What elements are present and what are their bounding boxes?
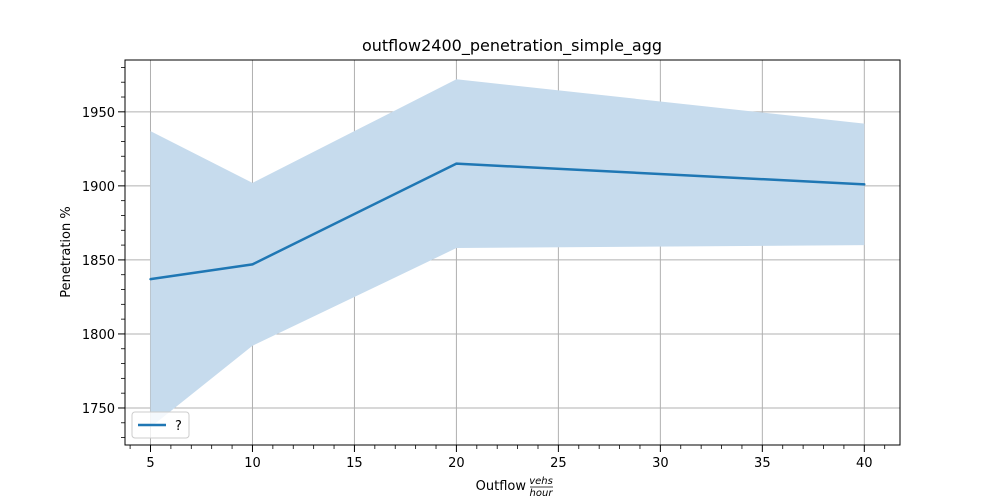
x-tick-label: 15: [346, 456, 363, 471]
x-tick-label: 40: [856, 456, 873, 471]
x-axis-unit-numerator: vehs: [529, 476, 553, 487]
y-tick-label: 1950: [82, 106, 115, 121]
legend-label: ?: [175, 419, 182, 434]
y-tick-label: 1850: [82, 254, 115, 269]
x-tick-label: 25: [550, 456, 567, 471]
x-tick-label: 30: [652, 456, 669, 471]
x-tick-label: 35: [754, 456, 771, 471]
chart-title: outflow2400_penetration_simple_agg: [362, 36, 662, 56]
x-tick-label: 5: [146, 456, 154, 471]
x-tick-label: 20: [448, 456, 465, 471]
data-point: [863, 183, 866, 186]
data-point: [455, 162, 458, 165]
x-axis-unit-denominator: hour: [530, 488, 554, 499]
series-line: [150, 162, 865, 281]
y-tick-label: 1900: [82, 180, 115, 195]
x-tick-label: 10: [244, 456, 261, 471]
legend: ?: [131, 411, 190, 439]
confidence-band: [150, 79, 865, 428]
y-tick-label: 1750: [82, 402, 115, 417]
data-point: [251, 263, 254, 266]
y-tick-label: 1800: [82, 328, 115, 343]
data-point: [149, 277, 152, 281]
plot-frame: [124, 59, 901, 446]
x-axis-label: Outflow: [476, 479, 527, 494]
y-axis-label: Penetration %: [59, 206, 74, 297]
x-axis-label-group: Outflow vehs hour: [476, 476, 554, 499]
